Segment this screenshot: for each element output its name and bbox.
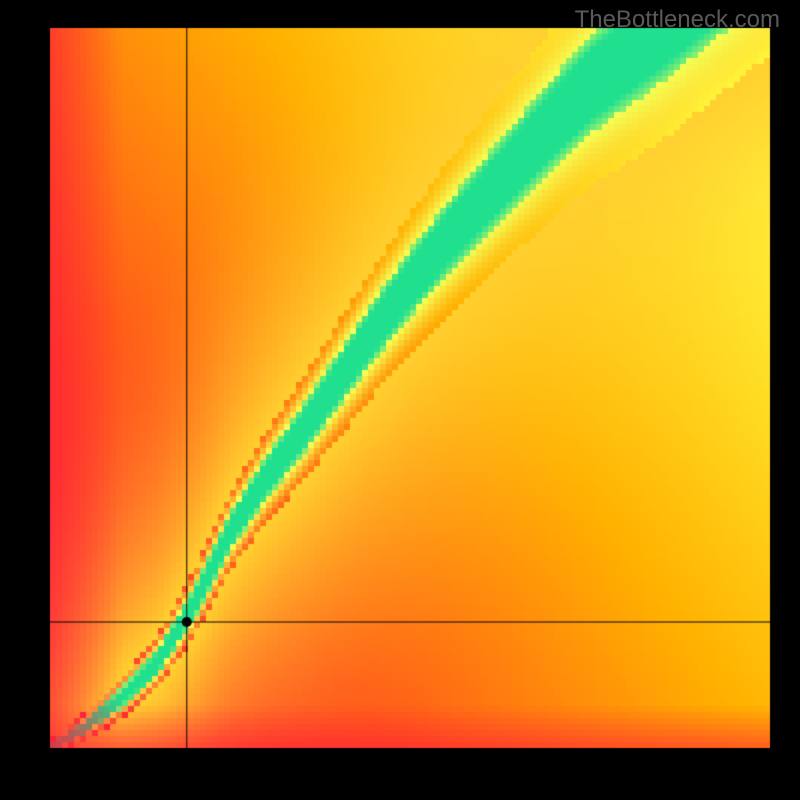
watermark-text: TheBottleneck.com: [575, 6, 780, 34]
bottleneck-heatmap: [0, 0, 800, 800]
root: TheBottleneck.com: [0, 0, 800, 800]
